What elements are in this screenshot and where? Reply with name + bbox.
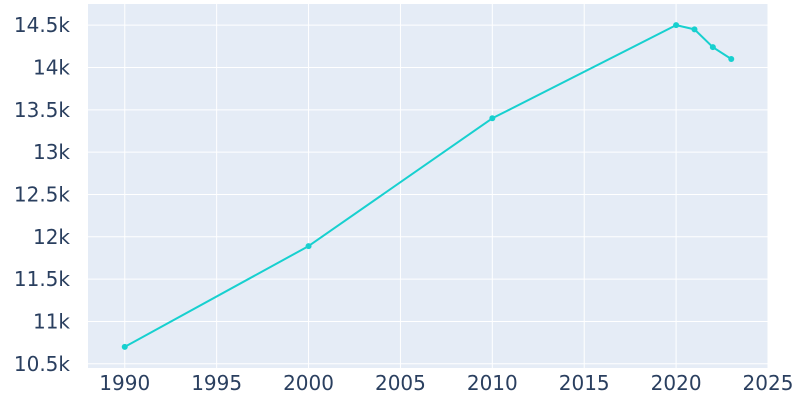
y-tick-label: 11.5k	[14, 267, 71, 291]
y-tick-label: 12.5k	[14, 182, 71, 206]
y-tick-label: 10.5k	[14, 352, 71, 376]
data-point	[305, 243, 312, 250]
data-point	[728, 56, 735, 63]
plot-area	[88, 4, 768, 368]
y-tick-label: 12k	[33, 225, 70, 249]
y-tick-label: 14k	[33, 55, 70, 79]
x-tick-label: 2005	[375, 371, 426, 395]
series-layer	[121, 22, 735, 350]
data-point	[673, 22, 680, 29]
data-point	[709, 44, 716, 51]
x-axis: 1990 1995 2000 2005 2010 2015 2020 2025	[99, 371, 793, 395]
x-tick-label: 1990	[99, 371, 150, 395]
data-point	[691, 26, 698, 33]
y-tick-label: 14.5k	[14, 13, 71, 37]
grid-lines	[88, 4, 769, 368]
x-tick-label: 2000	[283, 371, 334, 395]
x-tick-label: 2010	[467, 371, 518, 395]
y-tick-label: 11k	[33, 309, 70, 333]
data-point	[121, 343, 128, 350]
x-tick-label: 2025	[743, 371, 794, 395]
x-tick-label: 2020	[651, 371, 702, 395]
y-axis: 10.5k 11k 11.5k 12k 12.5k 13k 13.5k 14k 14.5k	[14, 13, 71, 376]
y-tick-label: 13.5k	[14, 98, 71, 122]
x-tick-label: 2015	[559, 371, 610, 395]
x-tick-label: 1995	[191, 371, 242, 395]
data-point	[489, 115, 496, 122]
y-tick-label: 13k	[33, 140, 70, 164]
